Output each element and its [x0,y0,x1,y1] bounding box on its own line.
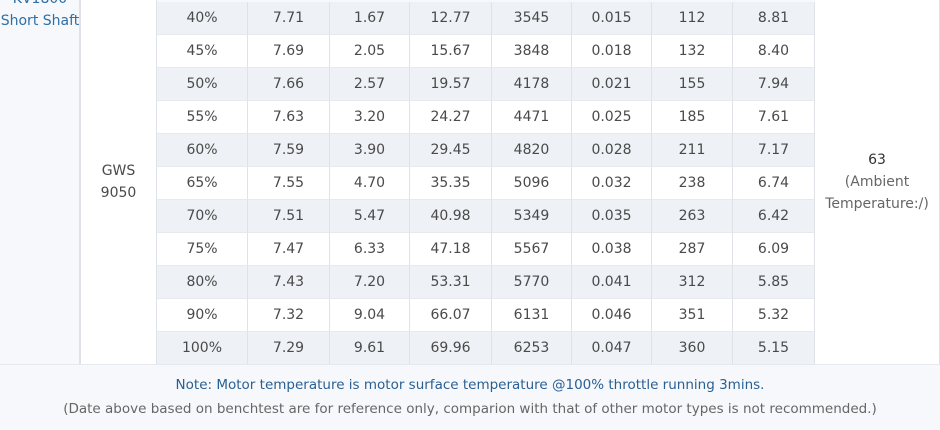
voltage-cell: 7.66 [248,68,330,101]
torque-cell: 0.041 [572,266,652,299]
efficiency-cell: 8.81 [733,2,815,35]
power-cell: 24.27 [410,101,492,134]
motor-cell: KV1800 Short Shaft [0,0,80,365]
current-cell: 3.90 [330,134,410,167]
throttle-cell: 45% [157,35,248,68]
current-cell: 3.20 [330,101,410,134]
current-cell: 2.05 [330,35,410,68]
throttle-cell: 100% [157,332,248,365]
rpm-cell: 6131 [492,299,572,332]
throttle-cell: 75% [157,233,248,266]
rpm-cell: 5567 [492,233,572,266]
torque-cell: 0.046 [572,299,652,332]
rpm-cell: 3545 [492,2,572,35]
torque-cell: 0.038 [572,233,652,266]
current-cell: 9.04 [330,299,410,332]
voltage-cell: 7.59 [248,134,330,167]
power-cell: 12.77 [410,2,492,35]
thrust-cell: 238 [652,167,733,200]
torque-cell: 0.021 [572,68,652,101]
power-cell: 53.31 [410,266,492,299]
rpm-cell: 5349 [492,200,572,233]
voltage-cell: 7.32 [248,299,330,332]
motor-model: KV1800 [0,0,80,10]
thrust-cell: 185 [652,101,733,134]
thrust-cell: 263 [652,200,733,233]
efficiency-cell: 5.32 [733,299,815,332]
current-cell: 5.47 [330,200,410,233]
voltage-cell: 7.51 [248,200,330,233]
throttle-cell: 90% [157,299,248,332]
efficiency-cell: 6.09 [733,233,815,266]
thrust-cell: 351 [652,299,733,332]
torque-cell: 0.025 [572,101,652,134]
efficiency-cell: 7.61 [733,101,815,134]
rpm-cell: 4820 [492,134,572,167]
power-cell: 47.18 [410,233,492,266]
disclaimer-line: (Date above based on benchtest are for r… [63,401,877,417]
efficiency-cell: 7.17 [733,134,815,167]
voltage-cell: 7.55 [248,167,330,200]
throttle-cell: 70% [157,200,248,233]
torque-cell: 0.032 [572,167,652,200]
thrust-cell: 287 [652,233,733,266]
thrust-cell: 312 [652,266,733,299]
rpm-cell: 4178 [492,68,572,101]
throttle-cell: 60% [157,134,248,167]
rpm-cell: 4471 [492,101,572,134]
power-cell: 29.45 [410,134,492,167]
thrust-cell: 211 [652,134,733,167]
rpm-cell: 5096 [492,167,572,200]
thrust-cell: 132 [652,35,733,68]
voltage-cell: 7.63 [248,101,330,134]
propeller: GWS 9050 [100,163,137,201]
current-cell: 2.57 [330,68,410,101]
power-cell: 19.57 [410,68,492,101]
efficiency-cell: 6.42 [733,200,815,233]
motor-shaft: Short Shaft [0,13,80,29]
torque-cell: 0.018 [572,35,652,68]
rpm-cell: 6253 [492,332,572,365]
efficiency-cell: 8.40 [733,35,815,68]
voltage-cell: 7.43 [248,266,330,299]
thrust-cell: 155 [652,68,733,101]
thrust-cell: 360 [652,332,733,365]
throttle-cell: 80% [157,266,248,299]
rpm-cell: 5770 [492,266,572,299]
rpm-cell: 3848 [492,35,572,68]
torque-cell: 0.035 [572,200,652,233]
note-line: Note: Motor temperature is motor surface… [175,377,765,393]
efficiency-cell: 5.15 [733,332,815,365]
current-cell: 4.70 [330,167,410,200]
current-cell: 1.67 [330,2,410,35]
torque-cell: 0.015 [572,2,652,35]
temperature-value: 63 [868,152,886,168]
voltage-cell: 7.69 [248,35,330,68]
power-cell: 69.96 [410,332,492,365]
thrust-cell: 112 [652,2,733,35]
propeller-cell: GWS 9050 [80,0,157,365]
torque-cell: 0.028 [572,134,652,167]
efficiency-cell: 5.85 [733,266,815,299]
efficiency-cell: 7.94 [733,68,815,101]
current-cell: 7.20 [330,266,410,299]
voltage-cell: 7.29 [248,332,330,365]
throttle-cell: 65% [157,167,248,200]
power-cell: 66.07 [410,299,492,332]
efficiency-cell: 6.74 [733,167,815,200]
power-cell: 40.98 [410,200,492,233]
torque-cell: 0.047 [572,332,652,365]
throttle-cell: 55% [157,101,248,134]
current-cell: 6.33 [330,233,410,266]
temperature-note: (Ambient Temperature:/) [825,174,929,212]
current-cell: 9.61 [330,332,410,365]
throttle-cell: 50% [157,68,248,101]
power-cell: 15.67 [410,35,492,68]
voltage-cell: 7.47 [248,233,330,266]
power-cell: 35.35 [410,167,492,200]
voltage-cell: 7.71 [248,2,330,35]
throttle-cell: 40% [157,2,248,35]
temperature-cell: 63 (Ambient Temperature:/) [815,0,940,365]
